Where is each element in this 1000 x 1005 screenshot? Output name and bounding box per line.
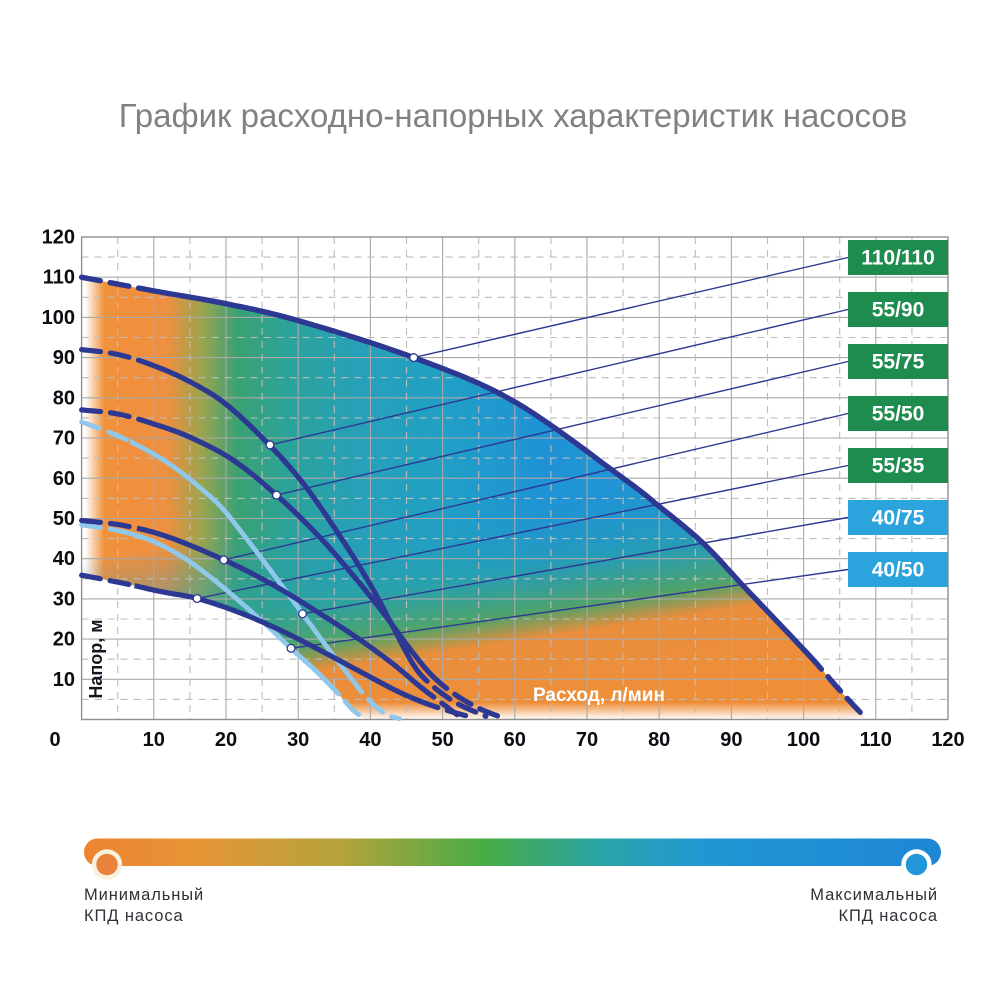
svg-text:40: 40 xyxy=(53,548,75,570)
svg-text:10: 10 xyxy=(53,669,75,691)
svg-text:График расходно-напорных харак: График расходно-напорных характеристик н… xyxy=(119,97,908,134)
svg-text:55/35: 55/35 xyxy=(872,455,925,478)
svg-text:Напор, м: Напор, м xyxy=(86,619,106,698)
svg-text:110/110: 110/110 xyxy=(861,247,935,270)
svg-text:КПД насоса: КПД насоса xyxy=(838,907,938,925)
svg-text:120: 120 xyxy=(42,227,75,249)
svg-text:20: 20 xyxy=(215,729,237,751)
svg-text:80: 80 xyxy=(648,729,670,751)
svg-text:70: 70 xyxy=(53,428,75,450)
svg-text:100: 100 xyxy=(42,307,75,329)
svg-text:55/50: 55/50 xyxy=(872,403,925,426)
svg-text:120: 120 xyxy=(931,729,964,751)
svg-text:70: 70 xyxy=(576,729,598,751)
svg-text:60: 60 xyxy=(504,729,526,751)
svg-text:10: 10 xyxy=(143,729,165,751)
svg-text:30: 30 xyxy=(53,588,75,610)
svg-text:110: 110 xyxy=(860,729,892,751)
svg-text:55/75: 55/75 xyxy=(872,351,925,374)
svg-text:55/90: 55/90 xyxy=(872,299,925,322)
svg-text:90: 90 xyxy=(720,729,742,751)
svg-text:110: 110 xyxy=(43,267,75,289)
svg-text:30: 30 xyxy=(287,729,309,751)
svg-text:80: 80 xyxy=(53,387,75,409)
svg-text:50: 50 xyxy=(53,508,75,530)
svg-text:90: 90 xyxy=(53,347,75,369)
svg-text:Расход, л/мин: Расход, л/мин xyxy=(533,685,665,706)
svg-text:40/50: 40/50 xyxy=(872,559,925,582)
svg-text:КПД насоса: КПД насоса xyxy=(84,907,184,925)
svg-text:Максимальный: Максимальный xyxy=(810,886,938,904)
svg-text:50: 50 xyxy=(431,729,453,751)
svg-text:20: 20 xyxy=(53,629,75,651)
svg-text:40/75: 40/75 xyxy=(872,507,925,530)
svg-text:100: 100 xyxy=(787,729,820,751)
svg-text:Минимальный: Минимальный xyxy=(84,886,204,904)
svg-text:60: 60 xyxy=(53,468,75,490)
svg-text:0: 0 xyxy=(49,729,60,751)
svg-text:40: 40 xyxy=(359,729,381,751)
